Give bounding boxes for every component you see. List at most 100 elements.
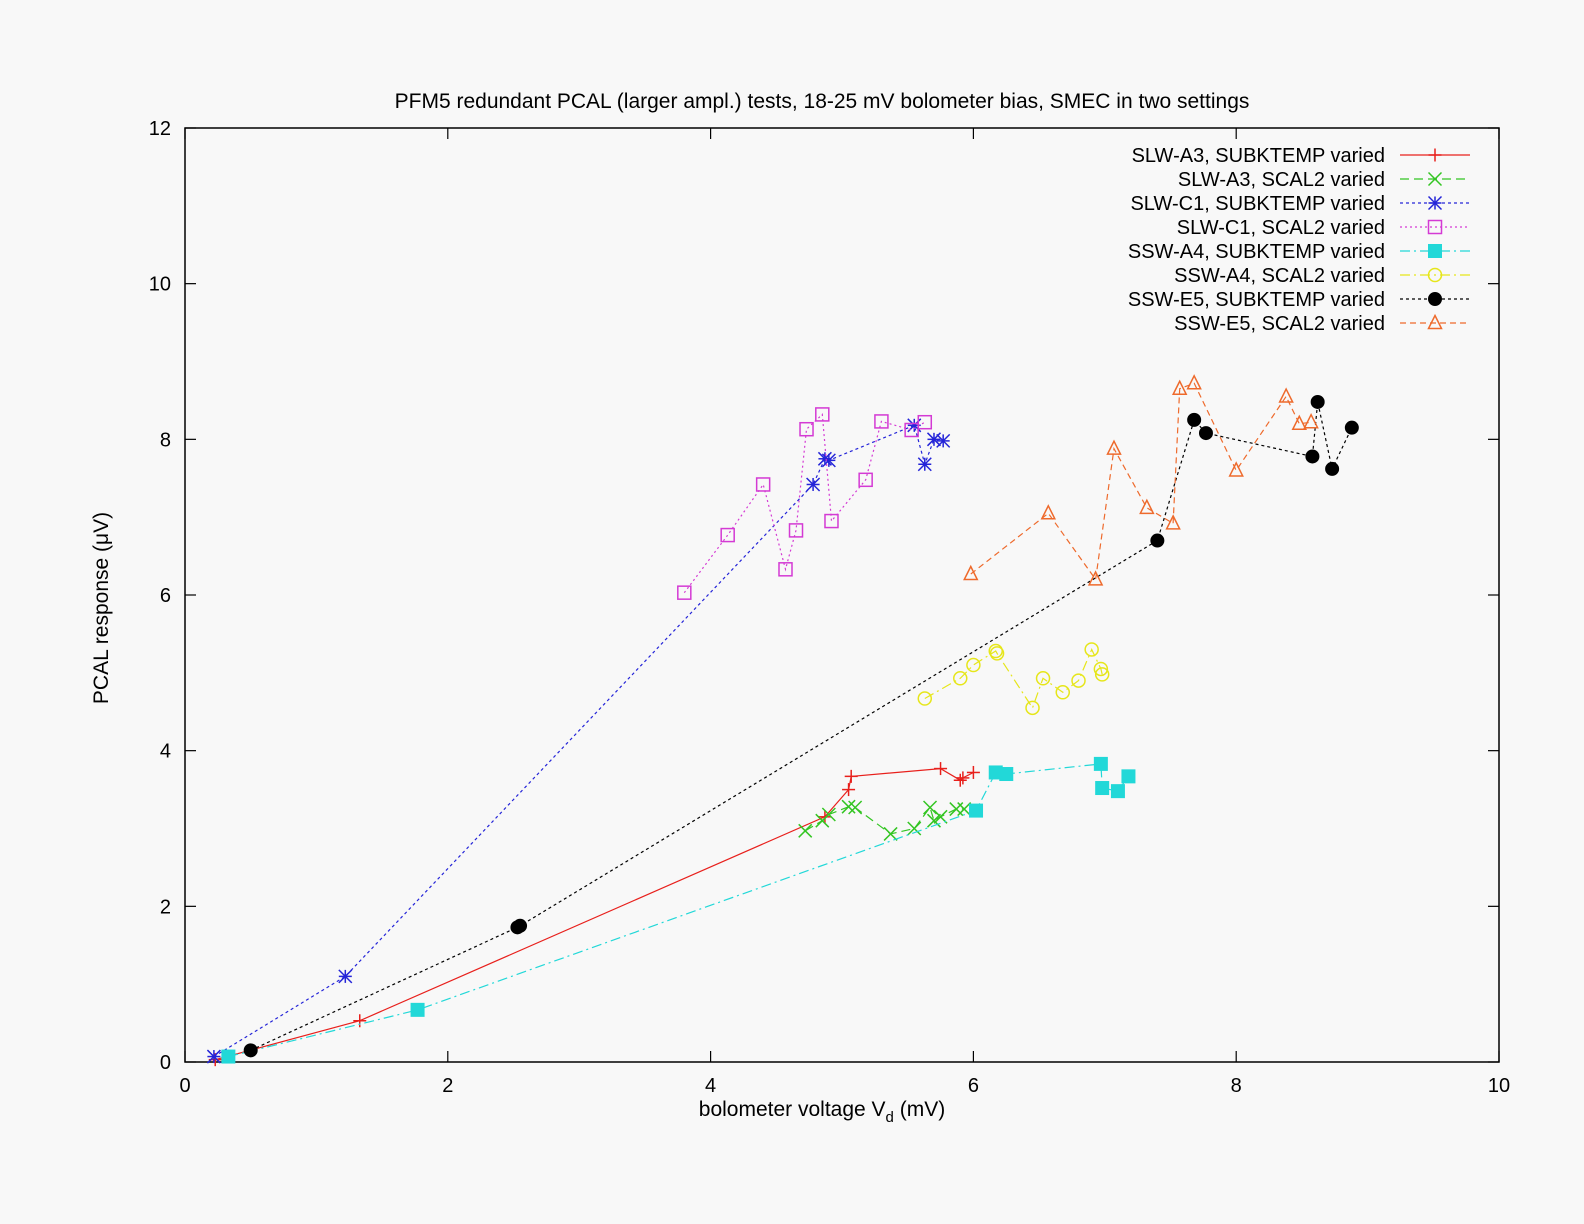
plot-series (206, 374, 1359, 1067)
y-tick-label: 8 (160, 429, 171, 451)
data-point-marker-circle (1084, 642, 1099, 657)
y-tick-label: 10 (149, 274, 171, 296)
data-point-marker-square (1427, 219, 1443, 235)
series-5 (917, 642, 1110, 716)
data-point-marker-circle (1427, 267, 1443, 283)
legend-entry: SSW-E5, SUBKTEMP varied (1128, 289, 1470, 311)
data-point-marker-square (858, 472, 873, 488)
series-3 (677, 407, 933, 600)
data-point-marker-triangle (1303, 413, 1319, 429)
x-tick-label: 2 (442, 1075, 453, 1097)
legend-label: SSW-E5, SUBKTEMP varied (1128, 289, 1385, 311)
series-line (970, 382, 1312, 581)
data-point-marker-square (720, 527, 735, 543)
legend-entry: SLW-A3, SUBKTEMP varied (1132, 145, 1470, 167)
data-point-marker-square (677, 585, 692, 600)
y-tick-label: 6 (160, 585, 171, 607)
y-tick-label: 4 (160, 741, 171, 763)
data-point-marker-circle (1093, 661, 1109, 677)
data-point-marker-filled-circle (1310, 394, 1325, 409)
legend-entry: SLW-C1, SCAL2 varied (1177, 217, 1470, 239)
data-point-marker-plus (966, 765, 980, 779)
data-point-marker-triangle (1040, 504, 1057, 520)
data-point-marker-filled-square (1095, 781, 1110, 796)
data-point-marker-plus (934, 762, 948, 776)
data-point-marker-circle (953, 671, 968, 686)
data-point-marker-x (957, 802, 972, 817)
data-point-marker-circle (988, 643, 1003, 659)
x-tick-label: 6 (968, 1075, 979, 1097)
legend-label: SSW-A4, SCAL2 varied (1174, 265, 1385, 287)
x-axis-label: bolometer voltage Vd (mV) (699, 1098, 945, 1126)
data-point-marker-square (904, 422, 919, 438)
legend-entry: SLW-C1, SUBKTEMP varied (1130, 193, 1470, 215)
data-point-marker-triangle (1186, 374, 1202, 390)
data-point-marker-x (926, 813, 942, 828)
series-line (924, 648, 1103, 710)
data-point-marker-filled-circle (1187, 412, 1202, 427)
data-point-marker-triangle (1427, 313, 1443, 330)
data-point-marker-square (778, 562, 793, 577)
data-point-marker-triangle (1171, 379, 1188, 395)
data-point-marker-x (949, 802, 964, 817)
data-point-marker-triangle (1291, 414, 1307, 431)
series-7 (963, 374, 1319, 586)
data-point-marker-triangle (1106, 439, 1122, 455)
data-point-marker-square (799, 421, 814, 437)
data-point-marker-filled-circle (513, 918, 528, 933)
legend-label: SLW-A3, SCAL2 varied (1178, 169, 1385, 191)
data-point-marker-x (841, 799, 856, 814)
data-point-marker-triangle (1139, 498, 1155, 515)
data-point-marker-plus (353, 1014, 367, 1028)
data-point-marker-filled-circle (1344, 420, 1359, 435)
data-point-marker-triangle (1278, 387, 1294, 403)
legend-entry: SSW-A4, SUBKTEMP varied (1128, 241, 1470, 263)
legend-label: SLW-C1, SCAL2 varied (1177, 217, 1385, 239)
series-line (213, 424, 944, 1058)
data-point-marker-filled-square (1428, 244, 1442, 258)
data-point-marker-x (883, 826, 898, 841)
y-tick-label: 0 (160, 1052, 171, 1074)
data-point-marker-star (1427, 195, 1443, 211)
data-point-marker-filled-square (410, 1002, 425, 1017)
data-point-marker-filled-circle (1325, 461, 1340, 476)
axes: 0 2 4 6 8 10 0 2 4 6 8 10 12 (149, 118, 1510, 1097)
data-point-marker-x (923, 800, 938, 815)
x-axis-label-main: bolometer voltage V (699, 1098, 886, 1121)
data-point-marker-filled-circle (1428, 292, 1442, 306)
y-tick-label: 2 (160, 896, 171, 918)
data-point-marker-square (815, 407, 830, 422)
series-line (228, 763, 1129, 1058)
data-point-marker-circle (1055, 685, 1071, 700)
data-point-marker-circle (917, 691, 933, 706)
data-point-marker-circle (1094, 667, 1110, 682)
data-point-marker-plus (953, 773, 967, 787)
data-point-marker-plus (818, 810, 832, 824)
legend-entry: SSW-A4, SCAL2 varied (1174, 265, 1470, 287)
data-point-marker-x (848, 800, 863, 815)
series-4 (221, 756, 1136, 1064)
y-tick-label: 12 (149, 118, 171, 140)
data-point-marker-square (824, 513, 839, 529)
legend-label: SLW-A3, SUBKTEMP varied (1132, 145, 1385, 167)
series-0 (208, 762, 980, 1067)
data-point-marker-square (755, 477, 771, 492)
data-point-marker-filled-square (999, 767, 1014, 782)
x-tick-label: 10 (1488, 1075, 1510, 1097)
data-point-marker-plus (1428, 148, 1442, 162)
series-line (683, 413, 926, 594)
data-point-marker-triangle (963, 564, 979, 581)
legend-label: SSW-A4, SUBKTEMP varied (1128, 241, 1385, 263)
data-point-marker-x (821, 807, 836, 822)
data-point-marker-circle (1035, 671, 1051, 686)
data-point-marker-filled-square (1121, 769, 1136, 784)
x-tick-label: 0 (179, 1075, 190, 1097)
series-1 (798, 799, 972, 841)
chart-title: PFM5 redundant PCAL (larger ampl.) tests… (395, 90, 1250, 113)
data-point-marker-x (907, 821, 922, 836)
data-point-marker-plus (842, 783, 856, 797)
data-point-marker-circle (966, 657, 981, 673)
